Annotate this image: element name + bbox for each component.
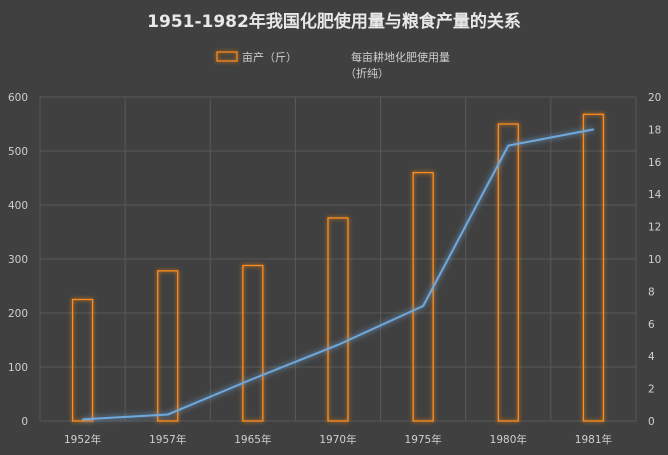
right-tick-label: 10 (648, 254, 661, 266)
right-tick-label: 4 (648, 351, 655, 363)
right-axis: 0 2 4 6 8 10 12 14 16 18 20 (648, 92, 662, 428)
legend-line-label: 每亩耕地化肥使用量 (351, 50, 450, 64)
left-tick-label: 400 (8, 200, 28, 212)
line-point (592, 128, 595, 131)
left-axis: 0 100 200 300 400 500 600 (8, 92, 28, 428)
line-point (252, 378, 254, 380)
bar (327, 217, 349, 422)
x-tick-label: 1970年 (319, 433, 356, 446)
bar (497, 123, 519, 422)
bar-series (71, 113, 605, 422)
legend-bar-label: 亩产（斤） (242, 50, 297, 64)
left-tick-label: 0 (21, 416, 28, 428)
left-tick-label: 300 (8, 254, 28, 266)
right-tick-label: 12 (648, 222, 661, 234)
right-tick-label: 0 (648, 416, 655, 428)
right-tick-label: 16 (648, 157, 662, 169)
left-tick-label: 500 (8, 146, 28, 158)
right-tick-label: 6 (648, 319, 655, 331)
x-axis: 1952年 1957年 1965年 1970年 1975年 1980年 1981年 (64, 433, 612, 446)
right-tick-label: 14 (648, 189, 662, 201)
right-tick-label: 18 (648, 124, 661, 136)
line-series-path (82, 128, 594, 421)
legend-bar-swatch (216, 51, 238, 62)
x-tick-label: 1957年 (149, 433, 186, 446)
right-tick-label: 2 (648, 384, 655, 396)
chart-title: 1951-1982年我国化肥使用量与粮食产量的关系 (147, 11, 521, 32)
x-tick-label: 1965年 (234, 433, 271, 446)
line-point (81, 418, 84, 421)
legend: 亩产（斤） 每亩耕地化肥使用量 （折纯） (216, 50, 450, 80)
legend-line-label-2: （折纯） (345, 66, 389, 80)
bar (71, 298, 94, 422)
bar (157, 270, 179, 422)
line-point (166, 413, 169, 416)
x-tick-label: 1952年 (64, 433, 101, 446)
line-point (422, 305, 424, 307)
line-point (337, 344, 339, 346)
x-tick-label: 1975年 (405, 433, 442, 446)
line-point (507, 144, 510, 147)
left-tick-label: 100 (8, 362, 28, 374)
right-tick-label: 8 (648, 286, 655, 298)
left-tick-label: 600 (8, 92, 28, 104)
right-tick-label: 20 (648, 92, 661, 104)
left-tick-label: 200 (8, 308, 28, 320)
x-tick-label: 1980年 (490, 433, 527, 446)
gridlines (39, 96, 637, 422)
bar (242, 264, 264, 422)
bar (412, 171, 434, 422)
bar (582, 113, 605, 422)
line-series (81, 128, 595, 421)
x-tick-label: 1981年 (575, 433, 612, 446)
